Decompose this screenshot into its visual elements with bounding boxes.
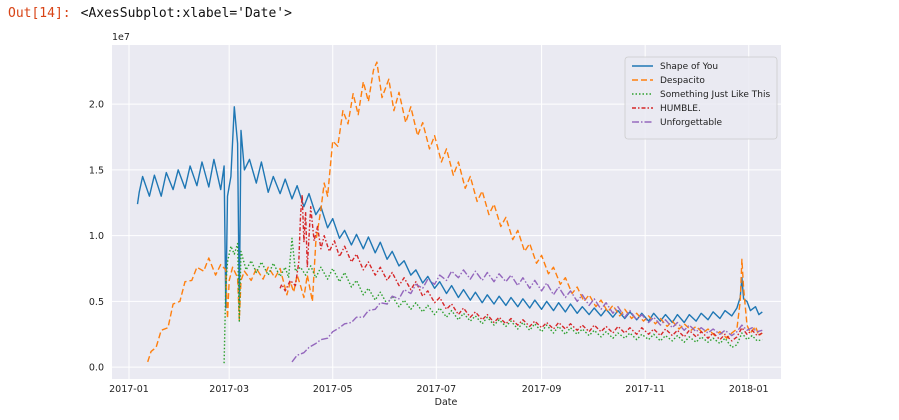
y-offset-text: 1e7 [112,32,130,43]
legend-box [624,56,778,140]
series-line [136,106,763,324]
y-tick-label: 1.0 [89,231,104,242]
legend-entry: Something Just Like This [660,90,770,100]
x-tick-label: 2017-03 [209,384,249,395]
output-repr: <AxesSubplot:xlabel='Date'> [80,6,292,21]
output-prompt: Out[14]: [8,6,71,21]
x-axis: 2017-01 2017-03 2017-05 2017-07 2017-09 2017-… [109,384,768,395]
x-axis-label: Date [435,397,458,408]
legend-entry: HUMBLE. [660,104,701,114]
series-lines [136,61,763,364]
y-tick-label: 0.0 [89,363,104,374]
y-tick-label: 2.0 [89,100,104,111]
output-line: Out[14]: <AxesSubplot:xlabel='Date'> [8,6,292,22]
series-line [279,194,763,342]
legend: Shape of You Despacito Something Just Like… [624,56,778,140]
y-tick-label: 1.5 [89,165,104,176]
x-tick-label: 2017-05 [313,384,353,395]
series-line [291,269,763,363]
legend-entry: Shape of You [660,62,718,72]
x-tick-label: 2017-01 [109,384,149,395]
x-tick-label: 2018-01 [729,384,769,395]
legend-entry: Unforgettable [660,118,723,128]
x-tick-label: 2017-11 [625,384,665,395]
legend-entry: Despacito [660,76,705,86]
x-tick-label: 2017-07 [416,384,456,395]
y-tick-label: 0.5 [89,297,104,308]
y-axis: 0.0 0.5 1.0 1.5 2.0 [89,100,104,374]
x-tick-label: 2017-09 [522,384,562,395]
